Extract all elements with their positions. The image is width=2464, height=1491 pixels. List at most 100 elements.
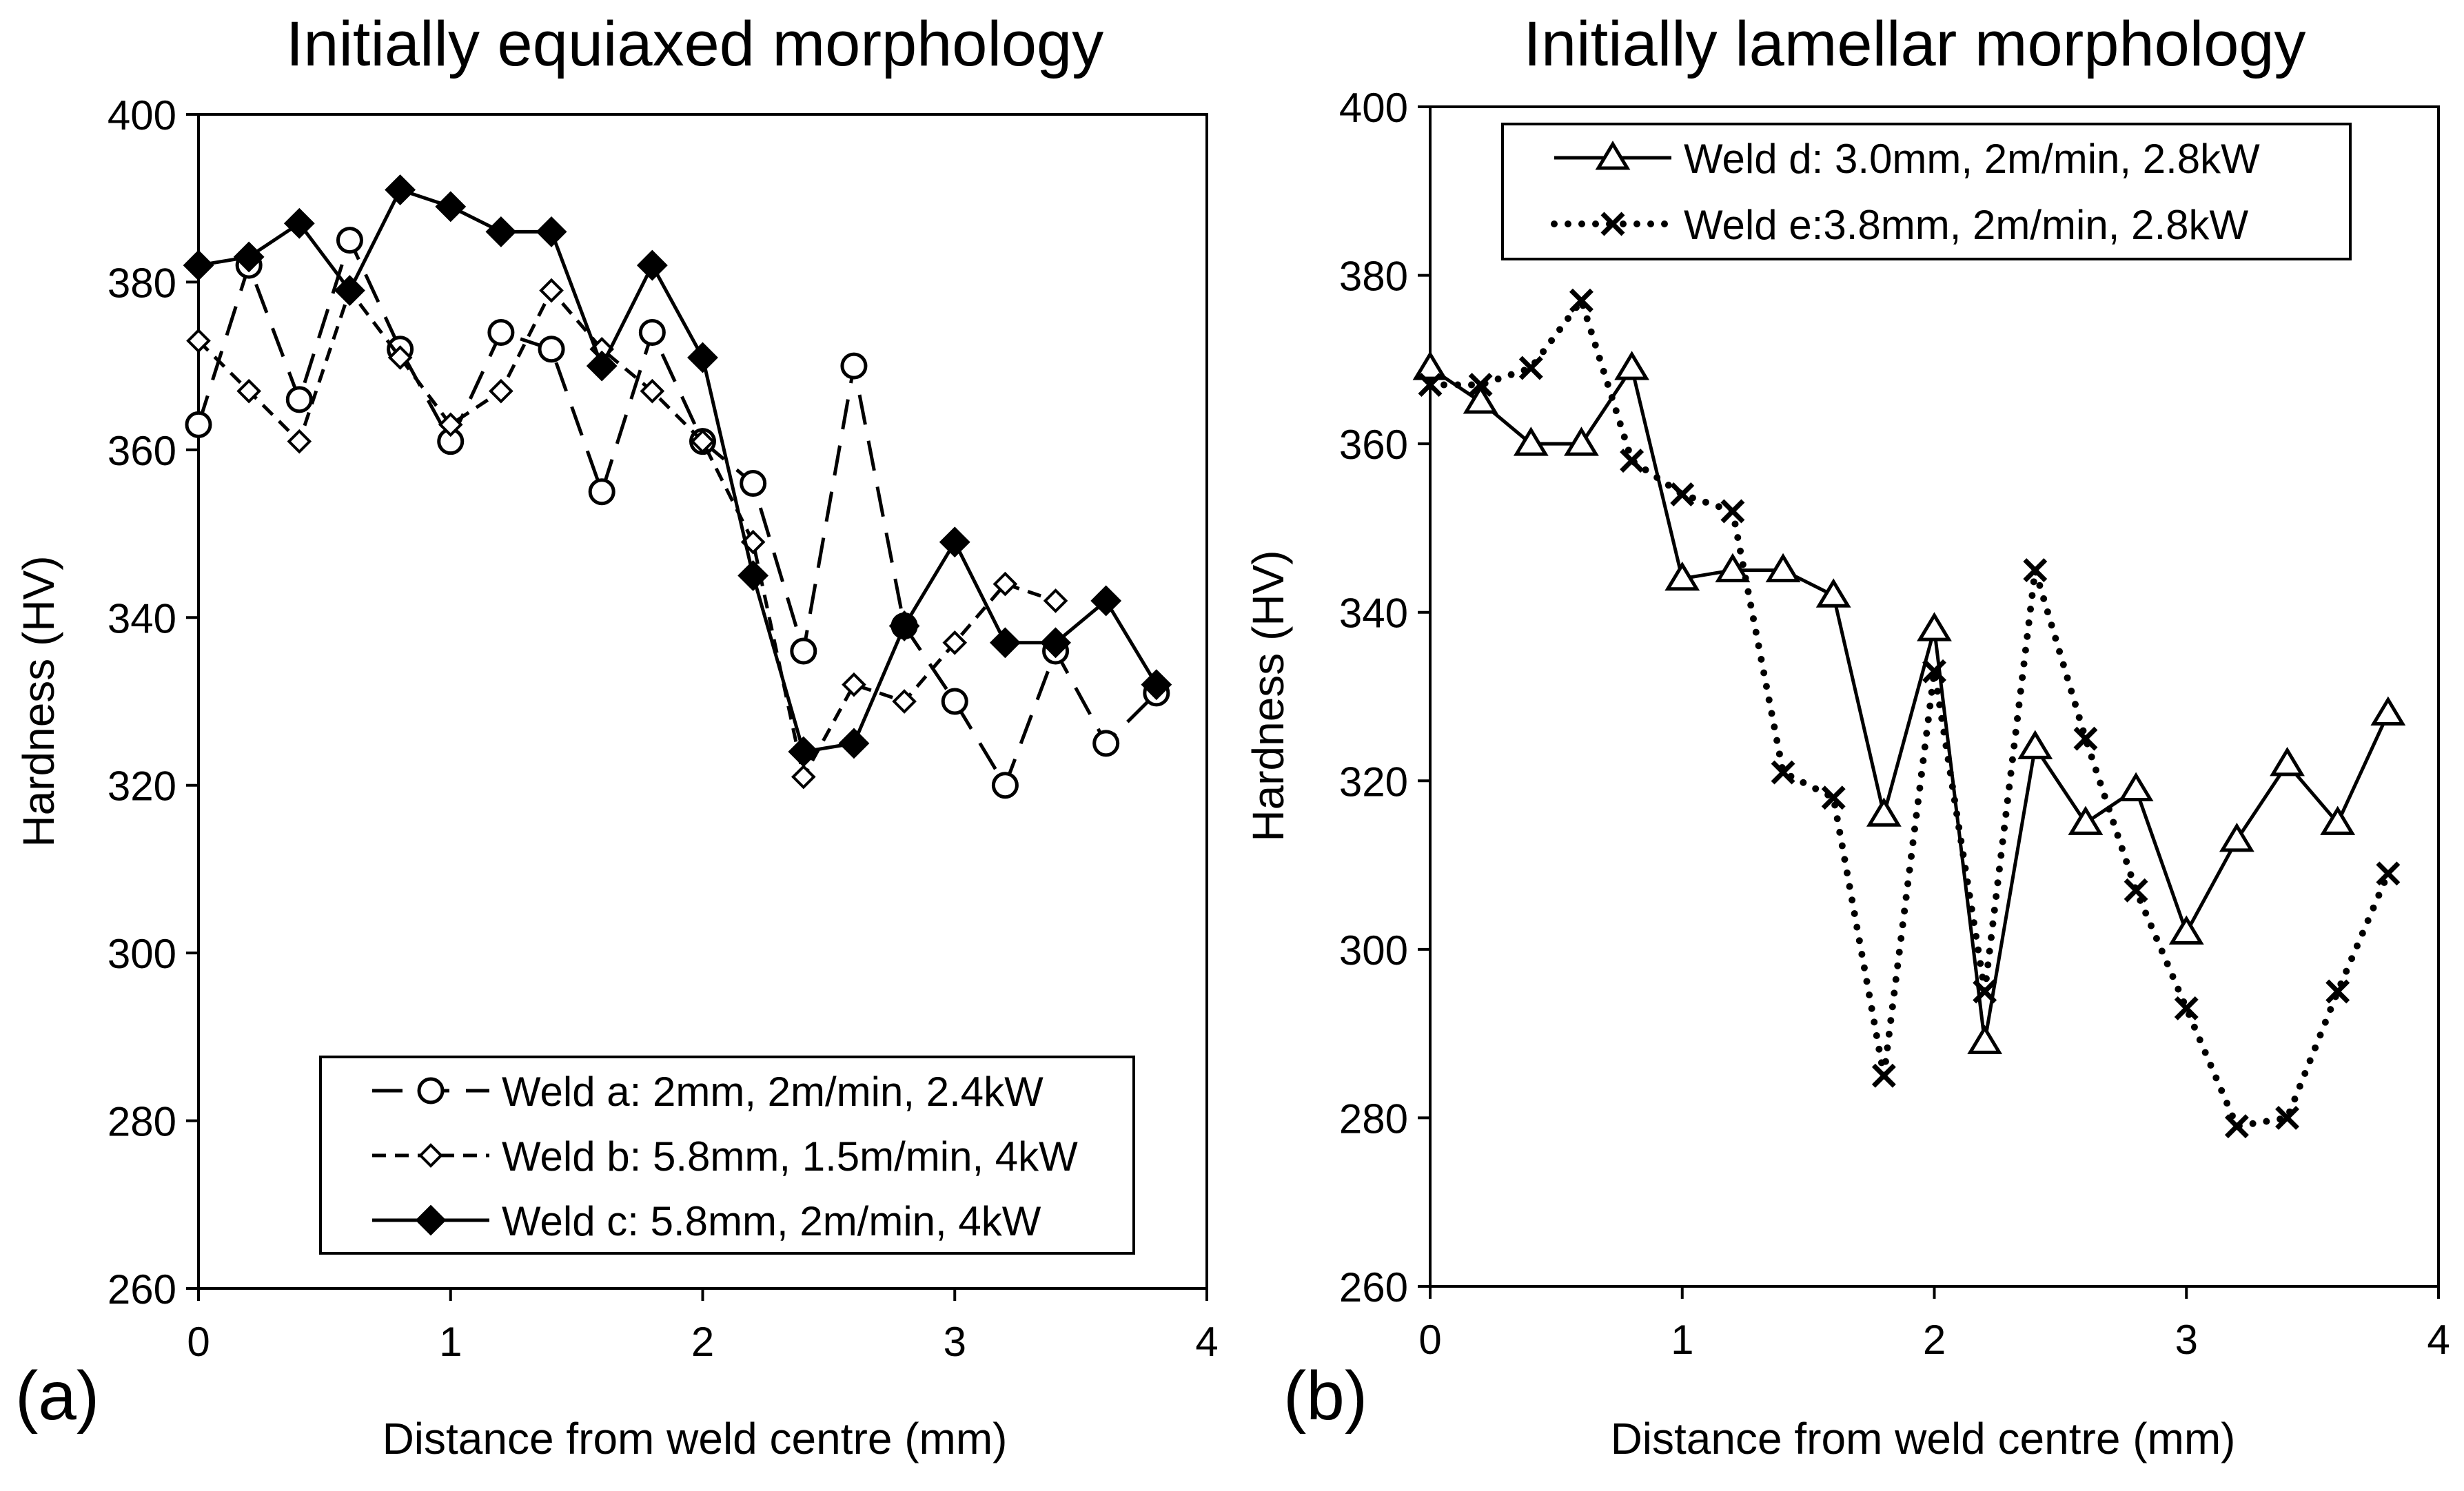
- data-point: [1871, 1063, 1896, 1088]
- data-point: [334, 275, 365, 307]
- panel-b-label: (b): [1283, 1357, 1367, 1435]
- data-point: [1922, 659, 1946, 683]
- data-point: [489, 378, 513, 404]
- panel-b-title: Initially lamellar morphology: [1523, 9, 2305, 79]
- data-point: [233, 241, 265, 273]
- data-point: [2275, 1105, 2300, 1130]
- legend-marker: [1595, 141, 1631, 170]
- x-tick-label: 0: [187, 1319, 210, 1365]
- panel-a-x-axis: 0 1 2 3 4: [187, 1288, 1219, 1365]
- data-point: [791, 764, 816, 790]
- data-point: [336, 227, 363, 254]
- data-point: [2320, 805, 2356, 835]
- data-point: [941, 688, 968, 715]
- data-point: [2224, 1114, 2249, 1139]
- legend-label: Weld a: 2mm, 2m/min, 2.4kW: [502, 1069, 1043, 1115]
- data-point: [1771, 760, 1795, 785]
- data-point: [2325, 979, 2350, 1004]
- data-point: [1468, 373, 1493, 398]
- legend-marker: [415, 1204, 447, 1236]
- panel-a-series: [183, 174, 1172, 799]
- data-point: [538, 336, 565, 363]
- data-point: [840, 352, 868, 380]
- panel-a-label: (a): [15, 1357, 99, 1435]
- data-point: [842, 672, 866, 697]
- panel-a-equiaxed: Initially equiaxed morphology 260 280 300 3…: [14, 9, 1219, 1463]
- data-point: [790, 637, 817, 665]
- panel-a-legend: Weld a: 2mm, 2m/min, 2.4kW Weld b: 5.8mm,…: [319, 1056, 1135, 1255]
- panel-b-legend-box: [1501, 123, 2352, 260]
- data-point: [1866, 797, 1902, 827]
- legend-marker: [1600, 212, 1625, 236]
- data-point: [236, 378, 261, 404]
- data-point: [838, 728, 870, 759]
- legend-marker: [417, 1077, 445, 1104]
- x-tick-label: 3: [944, 1319, 966, 1365]
- x-tick-label: 4: [1195, 1319, 1218, 1365]
- data-point: [640, 378, 665, 404]
- y-tick-label: 400: [1339, 85, 1408, 131]
- data-point: [2370, 696, 2406, 726]
- y-tick-label: 320: [108, 763, 176, 810]
- data-point: [438, 412, 463, 438]
- data-point: [638, 318, 666, 346]
- data-point: [737, 560, 769, 591]
- legend-label: Weld b: 5.8mm, 1.5m/min, 4kW: [502, 1133, 1078, 1180]
- x-tick-label: 1: [439, 1319, 462, 1365]
- series-line: [198, 188, 1158, 754]
- data-point: [1620, 449, 1645, 473]
- data-point: [942, 630, 968, 655]
- series-line: [197, 289, 1057, 779]
- legend-entry-3: Weld c: 5.8mm, 2m/min, 4kW: [372, 1198, 1041, 1244]
- legend-entry-2: Weld e:3.8mm, 2m/min, 2.8kW: [1551, 202, 2248, 248]
- data-point: [939, 526, 970, 558]
- data-point: [2270, 746, 2305, 777]
- y-tick-label: 300: [1339, 927, 1408, 974]
- data-point: [1569, 288, 1594, 313]
- data-point: [487, 318, 515, 346]
- data-point: [1463, 384, 1498, 414]
- y-tick-label: 380: [108, 260, 176, 306]
- y-tick-label: 280: [1339, 1096, 1408, 1142]
- x-tick-label: 0: [1418, 1317, 1441, 1363]
- data-point: [539, 278, 564, 303]
- legend-entry-2: Weld b: 5.8mm, 1.5m/min, 4kW: [372, 1133, 1078, 1180]
- data-point: [1664, 561, 1700, 591]
- data-point: [2068, 805, 2104, 835]
- legend-label: Weld d: 3.0mm, 2m/min, 2.8kW: [1684, 136, 2260, 182]
- y-tick-label: 260: [1339, 1264, 1408, 1310]
- data-point: [485, 216, 517, 247]
- data-point: [2118, 772, 2154, 802]
- panel-b-y-axis: 260 280 300 320 340 360 380 400: [1339, 85, 1430, 1310]
- data-point: [740, 470, 767, 497]
- legend-label: Weld c: 5.8mm, 2m/min, 4kW: [502, 1198, 1041, 1244]
- data-point: [1973, 979, 1997, 1004]
- data-point: [2174, 996, 2199, 1020]
- data-point: [1967, 1025, 2003, 1054]
- data-point: [1518, 356, 1543, 380]
- data-point: [1715, 553, 1751, 583]
- data-point: [1821, 785, 1846, 810]
- panel-b-lamellar: Initially lamellar morphology 260 280 300 3…: [1243, 9, 2450, 1463]
- x-tick-label: 2: [691, 1319, 714, 1365]
- series-2: [1418, 288, 2401, 1139]
- data-point: [183, 249, 214, 281]
- series-3: [183, 174, 1172, 768]
- panel-b-ylabel: Hardness (HV): [1243, 550, 1293, 841]
- data-point: [588, 478, 615, 506]
- data-point: [1090, 585, 1122, 617]
- y-tick-label: 360: [108, 428, 176, 474]
- data-point: [1720, 499, 1745, 524]
- data-point: [2376, 861, 2401, 886]
- data-point: [435, 191, 467, 223]
- legend-entry-1: Weld a: 2mm, 2m/min, 2.4kW: [372, 1069, 1043, 1115]
- y-tick-label: 320: [1339, 759, 1408, 805]
- panel-a-title: Initially equiaxed morphology: [286, 9, 1103, 79]
- x-tick-label: 3: [2175, 1317, 2198, 1363]
- y-tick-label: 340: [108, 595, 176, 641]
- data-point: [892, 689, 917, 714]
- panel-b-x-axis: 0 1 2 3 4: [1418, 1286, 2450, 1363]
- y-tick-label: 260: [108, 1266, 176, 1313]
- panel-b-legend: Weld d: 3.0mm, 2m/min, 2.8kW Weld e:3.8mm…: [1501, 123, 2352, 260]
